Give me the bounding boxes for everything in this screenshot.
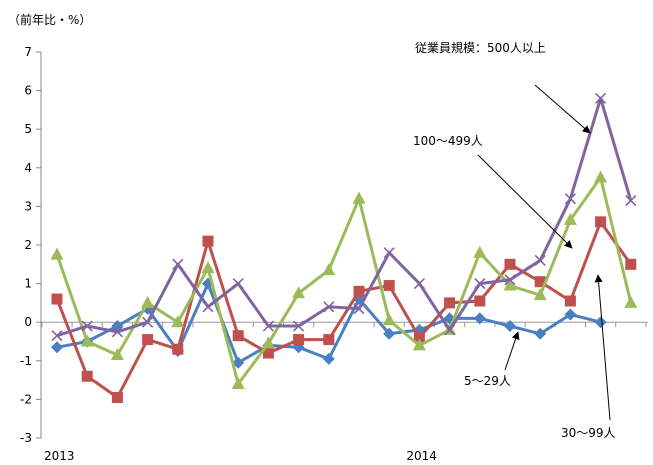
data-point — [504, 320, 516, 333]
data-point — [50, 247, 64, 260]
y-tick-label: 6 — [24, 84, 32, 98]
series-2 — [50, 170, 638, 389]
data-point — [594, 170, 608, 183]
data-point — [383, 247, 395, 259]
data-point — [625, 195, 637, 207]
data-point — [504, 258, 516, 270]
data-point — [564, 193, 576, 205]
data-point — [141, 295, 155, 308]
y-tick-label: 7 — [24, 45, 32, 59]
data-point — [564, 308, 577, 321]
data-point — [564, 295, 576, 307]
data-point — [534, 254, 546, 267]
data-point — [142, 334, 154, 346]
data-point — [111, 326, 123, 338]
data-point — [534, 327, 547, 340]
data-point — [202, 235, 214, 247]
data-point — [383, 280, 395, 292]
data-point — [534, 276, 546, 288]
data-point — [201, 261, 215, 274]
y-tick-label: 3 — [24, 199, 32, 213]
data-point — [594, 316, 607, 329]
data-point — [413, 278, 425, 290]
data-point — [533, 288, 547, 301]
y-tick-label: -3 — [20, 431, 32, 445]
data-point — [111, 391, 123, 403]
data-point — [51, 341, 63, 354]
data-point — [172, 258, 184, 270]
data-point — [81, 320, 93, 332]
data-point — [323, 301, 335, 313]
data-point — [81, 370, 93, 382]
data-point — [171, 315, 185, 328]
data-point — [352, 191, 366, 204]
series-line — [55, 175, 633, 386]
data-point — [293, 334, 305, 346]
y-tick-label: 0 — [24, 315, 32, 329]
data-point — [444, 297, 456, 309]
data-point — [322, 263, 336, 276]
data-point — [262, 320, 274, 332]
y-tick-label: -1 — [20, 354, 32, 368]
data-point — [444, 324, 456, 336]
data-point — [413, 332, 425, 344]
annotation-label: 100～499人 — [413, 134, 483, 148]
data-point — [110, 348, 124, 361]
data-point — [51, 330, 63, 342]
data-point — [232, 356, 245, 369]
data-point — [595, 216, 607, 228]
series-3 — [51, 92, 637, 342]
y-tick-label: 4 — [24, 161, 32, 175]
data-point — [474, 295, 486, 307]
data-point — [503, 278, 517, 291]
y-tick-label: 5 — [24, 122, 32, 136]
data-point — [322, 352, 335, 365]
annotation-label: 30～99人 — [561, 426, 616, 440]
unit-label: （前年比・%） — [8, 12, 91, 27]
x-tick-label: 2014 — [406, 449, 437, 463]
annotation-arrow — [477, 154, 573, 249]
data-point — [232, 330, 244, 342]
annotation-label: 従業員規模：500人以上 — [415, 40, 546, 55]
data-point — [292, 286, 306, 299]
annotation-layer: 従業員規模：500人以上 100～499人 5～29人 30～99人 — [413, 40, 616, 440]
data-point — [261, 336, 275, 349]
data-point — [80, 334, 94, 347]
annotation-arrow — [504, 331, 520, 371]
data-point — [625, 258, 637, 270]
data-point — [504, 274, 516, 286]
data-point — [353, 285, 365, 297]
annotation-label: 5～29人 — [464, 374, 511, 388]
series-line — [56, 282, 601, 365]
y-tick-label: 2 — [24, 238, 32, 252]
data-point — [624, 295, 638, 308]
data-point — [142, 316, 154, 328]
x-tick-label: 2013 — [44, 449, 75, 463]
data-point — [202, 301, 214, 313]
data-point — [412, 338, 426, 351]
data-point — [293, 320, 305, 332]
data-point — [595, 92, 607, 104]
data-point — [231, 376, 245, 389]
data-point — [473, 245, 487, 258]
y-tick-label: 1 — [24, 277, 32, 291]
y-tick-label: -2 — [20, 392, 32, 406]
data-point — [382, 313, 396, 326]
data-point — [172, 343, 184, 355]
data-point — [353, 303, 365, 315]
data-point — [383, 327, 396, 340]
data-point — [563, 212, 577, 225]
data-point — [51, 293, 63, 305]
data-point — [474, 278, 486, 290]
data-point — [323, 334, 335, 346]
series-line — [56, 96, 633, 338]
data-point — [262, 347, 274, 359]
data-point — [232, 278, 244, 290]
series-layer — [50, 92, 638, 403]
data-point — [473, 312, 486, 325]
annotation-arrow — [594, 274, 611, 421]
series-1 — [51, 216, 637, 403]
annotation-arrow — [534, 84, 591, 134]
